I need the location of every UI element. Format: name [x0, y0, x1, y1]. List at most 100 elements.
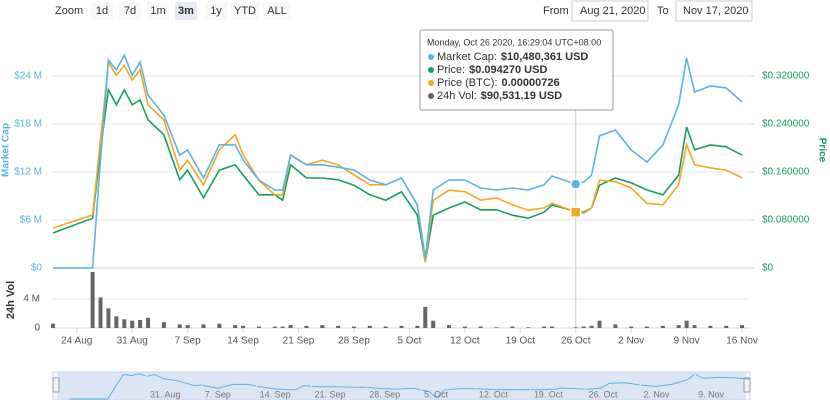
zoom-button-label[interactable]: 1d [96, 5, 108, 17]
volume-bar [114, 316, 119, 328]
tooltip-label: Price: [437, 64, 465, 76]
volume-bar [692, 325, 697, 328]
volume-bar [660, 325, 665, 328]
x-tick-label: 12 Oct [450, 336, 480, 347]
zoom-button[interactable] [119, 2, 141, 20]
volume-bar [161, 322, 166, 328]
volume-bar [740, 325, 745, 328]
tooltip-swatch [428, 80, 434, 86]
tooltip-value: $10,480,361 USD [501, 51, 589, 63]
zoom-button[interactable] [175, 2, 197, 20]
tooltip-swatch [428, 93, 434, 99]
tooltip-swatch [428, 54, 434, 60]
volume-bar [320, 325, 325, 328]
x-tick-label: 31 Aug [117, 336, 148, 347]
navigator-tick-label: 31. Aug [150, 389, 181, 399]
navigator-handle[interactable] [743, 377, 751, 393]
y-tick-label: $18 M [14, 119, 42, 130]
tooltip-box [419, 29, 614, 111]
zoom-button-label[interactable]: 1y [210, 5, 222, 17]
y2-tick-label: $0.240000 [762, 119, 810, 130]
y2-tick-label: $0.080000 [762, 215, 810, 226]
zoom-button-label[interactable]: ALL [267, 5, 287, 17]
tooltip: Monday, Oct 26 2020, 16:29:04 UTC+08:00 M… [419, 29, 614, 111]
volume-bar [304, 325, 309, 328]
zoom-button-label[interactable]: 7d [124, 5, 136, 17]
x-tick-label: 24 Aug [61, 336, 92, 347]
y-tick-label: $24 M [14, 71, 42, 82]
navigator-tick-label: 2. Nov [643, 389, 670, 399]
zoom-button-label[interactable]: YTD [234, 5, 256, 17]
volume-bar [549, 326, 554, 328]
volume-bar [415, 325, 420, 328]
x-tick-label: 7 Sep [175, 336, 202, 347]
volume-bar [201, 324, 206, 328]
volume-bar [138, 320, 143, 328]
volume-bar [399, 325, 404, 328]
navigator: 31. Aug 7. Sep 14. Sep 21. Sep 28. Sep 5. Oct… [52, 371, 751, 400]
volume-bar [367, 325, 372, 328]
volume-bar [510, 326, 515, 328]
volume-bar [589, 325, 594, 328]
zoom-button[interactable] [205, 2, 227, 20]
navigator-handle[interactable] [52, 377, 60, 393]
plot-area: $0 $6 M $12 M $18 M $24 M $0 $0.080000 $0.16000… [1, 40, 827, 347]
volume-bar [383, 326, 388, 328]
series-line [52, 87, 743, 263]
from-date[interactable]: Aug 21, 2020 [580, 5, 645, 17]
zoom-button[interactable] [147, 2, 169, 20]
x-tick-label: 9 Nov [674, 336, 700, 347]
zoom-button-label[interactable]: 3m [178, 5, 194, 17]
volume-bar [51, 323, 55, 328]
x-tick-label: 14 Sep [227, 336, 259, 347]
y2-tick-label: $0 [762, 263, 774, 274]
tooltip-swatch [428, 67, 434, 73]
tooltip-row: 24h Vol: $90,531.19 USD [437, 90, 562, 102]
to-input[interactable] [675, 0, 753, 22]
tooltip-label: Price (BTC): [437, 77, 498, 89]
navigator-tick-label: 7. Sep [205, 389, 231, 399]
navigator-selection[interactable] [57, 372, 746, 400]
y-tick-label: $0 [31, 263, 43, 274]
tooltip-row: Market Cap: $10,480,361 USD [437, 51, 588, 63]
tooltip-label: 24h Vol: [437, 90, 477, 102]
y2-axis-title: Price [816, 138, 827, 163]
volume-bar [233, 325, 238, 328]
from-label: From [543, 5, 569, 17]
zoom-button[interactable] [263, 2, 291, 20]
navigator-tick-label: 21. Sep [314, 389, 345, 399]
tooltip-value: $0.094270 USD [469, 64, 547, 76]
tooltip-row: Price: $0.094270 USD [437, 64, 547, 76]
x-tick-label: 21 Sep [283, 336, 315, 347]
volume-bar [146, 317, 151, 328]
zoom-button[interactable] [231, 2, 259, 20]
tooltip-label: Market Cap: [437, 51, 497, 63]
x-tick-label: 16 Nov [726, 336, 758, 347]
volume-tick-label: 0 [34, 323, 40, 334]
volume-bar [256, 326, 261, 328]
zoom-button[interactable] [91, 2, 113, 20]
volume-bar [447, 325, 452, 328]
from-input[interactable] [571, 0, 649, 22]
y2-tick-label: $0.320000 [762, 71, 810, 82]
x-tick-label: 5 Oct [397, 336, 421, 347]
navigator-line [68, 373, 751, 400]
volume-bar [336, 325, 341, 328]
volume-bar [684, 320, 689, 328]
navigator-tick-label: 28. Sep [369, 389, 400, 399]
volume-bar [494, 327, 499, 328]
y-tick-label: $6 M [20, 215, 42, 226]
y-axis-title: Market Cap [1, 123, 12, 177]
volume-bar [130, 320, 135, 328]
volume-bar [478, 326, 483, 328]
volume-bar [90, 272, 95, 328]
volume-bar [351, 326, 356, 328]
volume-bar [185, 325, 190, 328]
volume-bar [542, 326, 547, 328]
toolbar: Zoom From Aug 21, 2020 To Nov 17, 2020 1… [55, 0, 753, 22]
to-date[interactable]: Nov 17, 2020 [683, 5, 748, 17]
x-tick-label: 28 Sep [338, 336, 370, 347]
zoom-button-label[interactable]: 1m [150, 5, 165, 17]
volume-bar [613, 324, 618, 328]
